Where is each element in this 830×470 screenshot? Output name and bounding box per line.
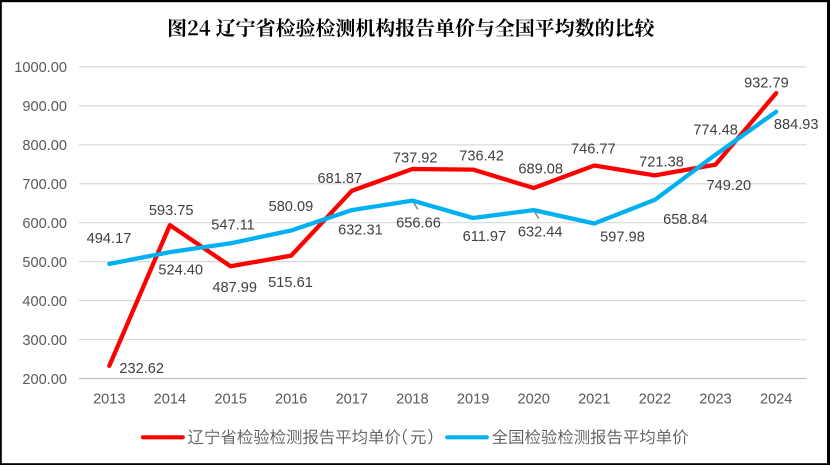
svg-text:736.42: 736.42 — [459, 148, 504, 164]
svg-text:2024: 2024 — [760, 391, 792, 407]
svg-text:774.48: 774.48 — [693, 123, 738, 139]
svg-text:580.09: 580.09 — [269, 199, 314, 215]
svg-text:700.00: 700.00 — [22, 177, 67, 193]
svg-text:2013: 2013 — [93, 391, 125, 407]
svg-text:2016: 2016 — [275, 391, 307, 407]
svg-text:547.11: 547.11 — [211, 218, 255, 234]
svg-text:746.77: 746.77 — [571, 141, 616, 157]
svg-text:656.66: 656.66 — [396, 215, 441, 231]
svg-text:597.98: 597.98 — [600, 229, 645, 245]
svg-text:800.00: 800.00 — [22, 138, 67, 154]
svg-text:400.00: 400.00 — [22, 294, 67, 310]
svg-text:494.17: 494.17 — [87, 231, 132, 247]
svg-text:884.93: 884.93 — [774, 117, 819, 133]
svg-text:749.20: 749.20 — [706, 178, 751, 194]
svg-text:2015: 2015 — [214, 391, 246, 407]
svg-text:2022: 2022 — [639, 391, 671, 407]
svg-text:487.99: 487.99 — [212, 280, 257, 296]
svg-text:721.38: 721.38 — [639, 155, 684, 171]
svg-text:932.79: 932.79 — [744, 76, 789, 92]
svg-text:200.00: 200.00 — [22, 372, 67, 388]
svg-text:515.61: 515.61 — [268, 275, 313, 291]
svg-text:632.44: 632.44 — [518, 225, 563, 241]
svg-text:658.84: 658.84 — [663, 212, 708, 228]
svg-text:2018: 2018 — [396, 391, 428, 407]
svg-text:611.97: 611.97 — [463, 229, 507, 245]
svg-text:2021: 2021 — [578, 391, 610, 407]
svg-text:300.00: 300.00 — [22, 333, 67, 349]
svg-text:681.87: 681.87 — [317, 171, 362, 187]
svg-text:500.00: 500.00 — [22, 255, 67, 271]
svg-text:2017: 2017 — [336, 391, 368, 407]
svg-text:593.75: 593.75 — [149, 203, 194, 219]
svg-text:2014: 2014 — [154, 391, 186, 407]
svg-text:232.62: 232.62 — [119, 361, 164, 377]
svg-text:2019: 2019 — [457, 391, 489, 407]
svg-text:600.00: 600.00 — [22, 216, 67, 232]
svg-text:1000.00: 1000.00 — [14, 60, 67, 76]
svg-text:737.92: 737.92 — [393, 150, 438, 166]
svg-text:2023: 2023 — [699, 391, 731, 407]
svg-text:524.40: 524.40 — [158, 262, 203, 278]
svg-text:689.08: 689.08 — [518, 162, 563, 178]
svg-text:2020: 2020 — [517, 391, 549, 407]
svg-text:632.31: 632.31 — [338, 223, 383, 239]
svg-text:900.00: 900.00 — [22, 99, 67, 115]
